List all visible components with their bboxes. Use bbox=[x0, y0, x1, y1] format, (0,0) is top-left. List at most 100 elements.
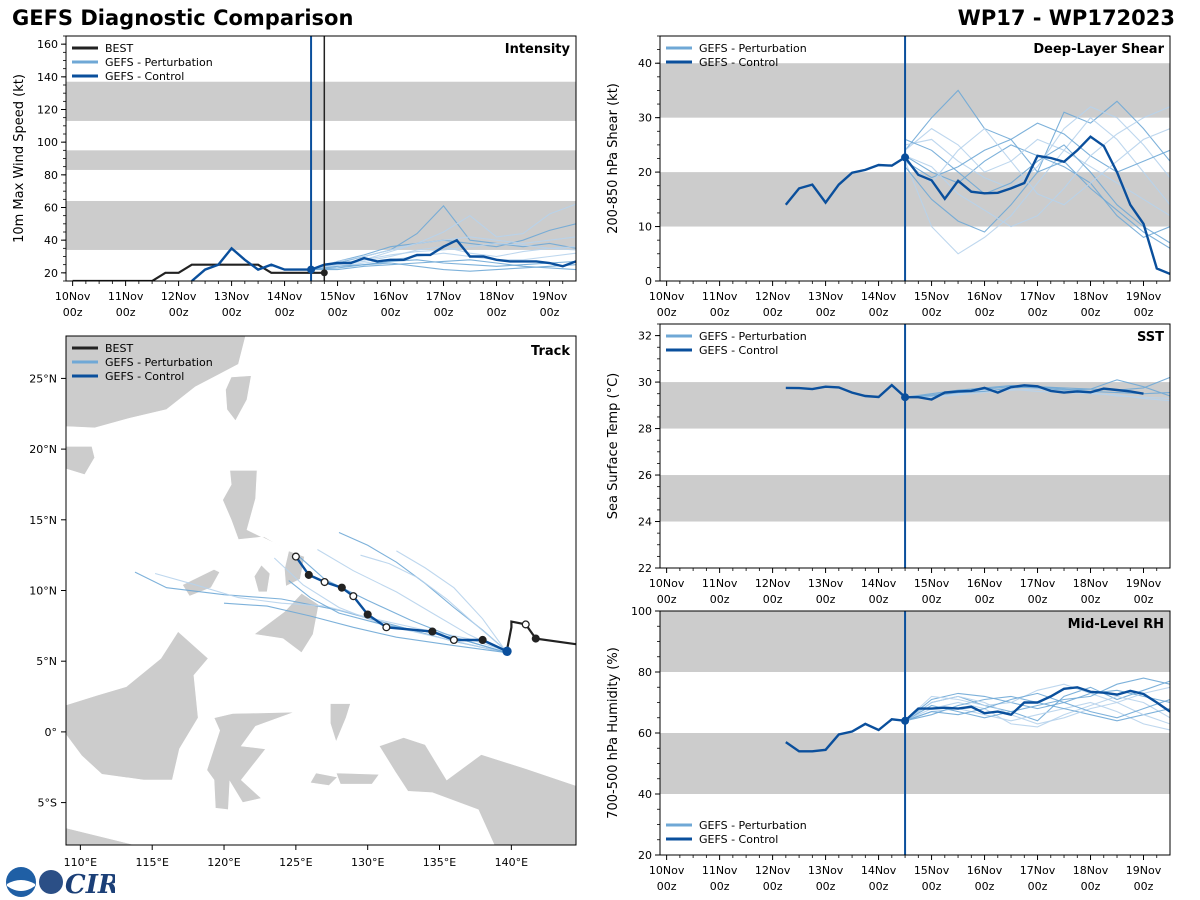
y-tick-label: 0 bbox=[645, 275, 652, 288]
x-tick-hour: 00z bbox=[63, 306, 83, 319]
perturbation-line bbox=[904, 695, 1170, 728]
y-tick-label: 100 bbox=[37, 136, 58, 149]
y-tick-label: 80 bbox=[44, 169, 58, 182]
sst-ylabel: Sea Surface Temp (°C) bbox=[606, 373, 621, 520]
y-tick-label: 80 bbox=[638, 666, 652, 679]
x-tick-hour: 00z bbox=[869, 880, 889, 893]
y-tick-label: 100 bbox=[631, 605, 652, 618]
x-tick-day: 10Nov bbox=[649, 290, 685, 303]
best-track-point bbox=[521, 620, 530, 629]
x-tick-day: 16Nov bbox=[967, 290, 1003, 303]
perturbation-line bbox=[310, 236, 576, 271]
x-tick-day: 19Nov bbox=[1126, 864, 1162, 877]
sst-panel: 22 24 26 28 30 32 10Nov 00z 11Nov 00z 12Nov 00z 13No… bbox=[606, 323, 1171, 606]
legend-label: GEFS - Perturbation bbox=[699, 42, 807, 55]
x-tick-hour: 00z bbox=[710, 593, 730, 606]
land-mass bbox=[329, 703, 351, 743]
x-tick-hour: 00z bbox=[710, 880, 730, 893]
track-panel: 110°E 115°E 120°E 125°E 130°E 135°E 140°E 25°N 2… bbox=[29, 335, 577, 869]
land-mass bbox=[66, 336, 246, 429]
x-tick-day: 16Nov bbox=[967, 864, 1003, 877]
perturbation-line bbox=[905, 388, 1170, 399]
x-tick-hour: 00z bbox=[922, 593, 942, 606]
perturbation-line bbox=[904, 686, 1170, 725]
lon-tick-label: 140°E bbox=[495, 856, 528, 869]
legend-label: BEST bbox=[105, 342, 133, 355]
x-tick-day: 15Nov bbox=[914, 290, 950, 303]
x-tick-hour: 00z bbox=[1028, 593, 1048, 606]
x-tick-day: 15Nov bbox=[320, 290, 356, 303]
x-tick-hour: 00z bbox=[1028, 306, 1048, 319]
x-tick-hour: 00z bbox=[657, 880, 677, 893]
y-tick-label: 22 bbox=[638, 562, 652, 575]
x-tick-day: 19Nov bbox=[1126, 577, 1162, 590]
x-tick-day: 12Nov bbox=[755, 864, 791, 877]
y-tick-label: 160 bbox=[37, 38, 58, 51]
land-mass bbox=[66, 827, 137, 845]
land-mass bbox=[253, 592, 320, 654]
lat-tick-label: 15°N bbox=[29, 514, 57, 527]
lon-tick-label: 130°E bbox=[351, 856, 384, 869]
threshold-band bbox=[660, 733, 1170, 794]
x-tick-hour: 00z bbox=[922, 880, 942, 893]
x-tick-hour: 00z bbox=[922, 306, 942, 319]
y-tick-label: 60 bbox=[638, 727, 652, 740]
control-line bbox=[785, 686, 1170, 753]
x-tick-hour: 00z bbox=[540, 306, 560, 319]
x-tick-hour: 00z bbox=[763, 306, 783, 319]
x-tick-day: 18Nov bbox=[1073, 577, 1109, 590]
land-mass bbox=[66, 631, 209, 781]
x-tick-day: 18Nov bbox=[1073, 290, 1109, 303]
x-tick-hour: 00z bbox=[1134, 593, 1154, 606]
legend-label: GEFS - Control bbox=[699, 833, 778, 846]
lon-tick-label: 115°E bbox=[135, 856, 168, 869]
x-tick-hour: 00z bbox=[763, 593, 783, 606]
legend-label: GEFS - Control bbox=[105, 370, 184, 383]
x-tick-day: 13Nov bbox=[808, 290, 844, 303]
sst-title: SST bbox=[1137, 330, 1164, 345]
x-tick-hour: 00z bbox=[1028, 880, 1048, 893]
best-line bbox=[72, 263, 325, 281]
lon-tick-label: 120°E bbox=[207, 856, 240, 869]
land-mass bbox=[181, 568, 221, 597]
threshold-band bbox=[660, 475, 1170, 522]
x-tick-day: 12Nov bbox=[755, 577, 791, 590]
control-track-point bbox=[428, 627, 437, 636]
rh-ylabel: 700-500 hPa Humidity (%) bbox=[606, 647, 621, 819]
shear-plot-area bbox=[660, 36, 1170, 281]
x-tick-hour: 00z bbox=[657, 593, 677, 606]
threshold-band bbox=[66, 150, 576, 170]
x-tick-hour: 00z bbox=[657, 306, 677, 319]
x-tick-hour: 00z bbox=[328, 306, 348, 319]
rh-title: Mid-Level RH bbox=[1068, 617, 1164, 632]
x-tick-hour: 00z bbox=[1134, 880, 1154, 893]
x-tick-hour: 00z bbox=[1081, 593, 1101, 606]
lat-tick-label: 0° bbox=[45, 726, 58, 739]
y-tick-label: 20 bbox=[638, 166, 652, 179]
land-mass bbox=[335, 772, 380, 785]
y-tick-label: 20 bbox=[638, 849, 652, 862]
perturbation-track bbox=[360, 554, 508, 652]
x-tick-hour: 00z bbox=[763, 880, 783, 893]
rh-panel: 20 40 60 80 100 10Nov 00z 11Nov 00z 12Nov 00z 13Nov… bbox=[606, 605, 1171, 893]
x-tick-day: 12Nov bbox=[161, 290, 197, 303]
shear-title: Deep-Layer Shear bbox=[1033, 42, 1164, 57]
land-mass bbox=[309, 772, 339, 786]
control-track-point bbox=[349, 592, 358, 601]
threshold-band bbox=[660, 611, 1170, 672]
x-tick-day: 17Nov bbox=[1020, 864, 1056, 877]
y-tick-label: 40 bbox=[638, 57, 652, 70]
x-tick-hour: 00z bbox=[975, 306, 995, 319]
intensity-plot-area bbox=[66, 36, 576, 281]
x-tick-hour: 00z bbox=[869, 593, 889, 606]
control-line bbox=[785, 383, 1144, 401]
best-track-point bbox=[531, 634, 540, 643]
cira-globe-icon bbox=[39, 870, 63, 894]
control-track-point bbox=[304, 570, 313, 579]
control-track-point bbox=[363, 610, 372, 619]
y-tick-label: 30 bbox=[638, 112, 652, 125]
control-track-point bbox=[337, 583, 346, 592]
storm-id-title: WP17 - WP172023 bbox=[957, 6, 1175, 30]
